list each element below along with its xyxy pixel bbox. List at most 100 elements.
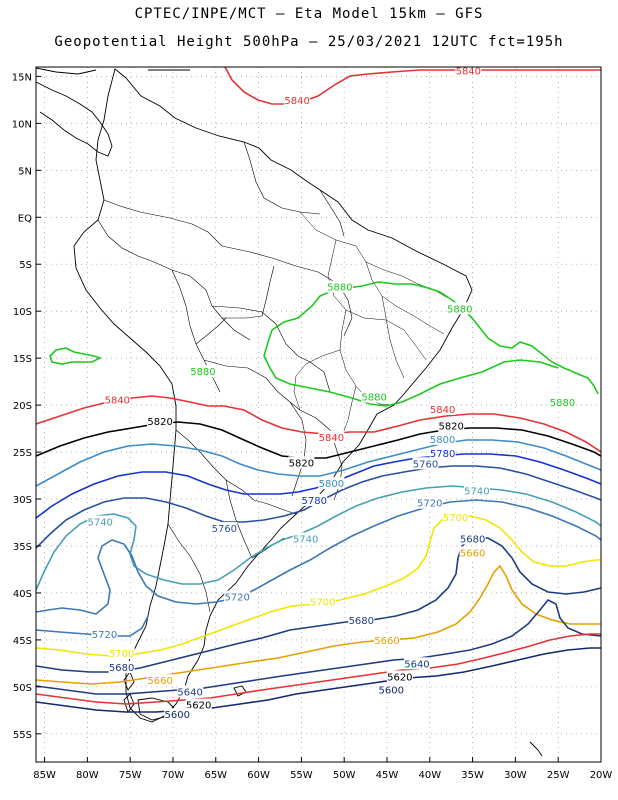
contour-label-text: 5880: [361, 393, 386, 404]
contour-label-5640: 5640: [177, 685, 204, 699]
contour-label-bg: [189, 365, 216, 378]
contour-label-5880: 5880: [446, 302, 473, 315]
contour-label-5740: 5740: [87, 515, 114, 529]
contour-label-5780: 5780: [429, 446, 456, 460]
contour-label-bg: [412, 457, 439, 470]
contour-label-5840: 5840: [318, 430, 345, 444]
contour-5700: [36, 515, 601, 657]
contour-label-text: 5620: [387, 672, 412, 683]
contour-label-5680: 5680: [348, 614, 375, 627]
lon-tick-label: 50W: [333, 770, 356, 781]
contour-label-5720: 5720: [91, 628, 118, 641]
map-title-line-1: CPTEC/INPE/MCT – Eta Model 15km – GFS: [134, 6, 484, 22]
islands-caribbean: [36, 67, 190, 75]
contour-label-bg: [224, 590, 251, 603]
lat-tick-label: 25S: [13, 448, 32, 459]
contour-label-bg: [373, 633, 400, 646]
lat-tick-label: 10N: [12, 119, 32, 130]
contour-label-bg: [318, 477, 345, 489]
contour-label-text: 5700: [443, 513, 468, 524]
contour-label-5760: 5760: [412, 457, 439, 470]
contour-5680: [36, 537, 601, 673]
contour-5880-blob: [49, 347, 103, 365]
contour-label-text: 5600: [165, 710, 190, 721]
contour-label-bg: [348, 614, 375, 627]
lon-tick-label: 35W: [461, 770, 484, 781]
contour-label-text: 5760: [413, 459, 438, 470]
contour-label-5820: 5820: [288, 456, 315, 469]
lat-tick-label: 15S: [13, 354, 32, 365]
contour-label-bg: [429, 432, 456, 445]
map-title-line-2: Geopotential Height 500hPa – 25/03/2021 …: [54, 34, 564, 50]
lon-tick-label: 65W: [204, 770, 227, 781]
lon-tick-label: 75W: [119, 770, 142, 781]
contour-5800: [36, 439, 601, 487]
contour-label-text: 5880: [190, 367, 215, 378]
contour-label-bg: [455, 64, 482, 77]
lat-tick-label: 55S: [13, 730, 32, 741]
lat-tick-label: 15N: [12, 72, 32, 83]
graticule: [36, 67, 602, 762]
contour-label-bg: [549, 396, 576, 409]
contour-label-text: 5880: [447, 304, 472, 315]
contour-label-text: 5720: [417, 499, 442, 510]
lon-tick-label: 85W: [33, 770, 56, 781]
contour-label-text: 5700: [310, 597, 335, 608]
contour-label-text: 5740: [464, 487, 489, 498]
contour-label-bg: [87, 515, 114, 528]
contour-label-text: 5780: [430, 449, 455, 460]
contour-5780: [36, 453, 601, 519]
contour-label-bg: [91, 628, 118, 641]
contour-5840-north: [224, 67, 601, 105]
contour-label-5780: 5780: [301, 493, 328, 507]
contour-label-text: 5620: [186, 701, 211, 712]
lon-tick-label: 30W: [504, 770, 527, 781]
contour-label-text: 5800: [430, 435, 455, 446]
contour-label-5880: 5880: [361, 390, 388, 404]
contour-label-5880: 5880: [189, 365, 216, 378]
contour-label-text: 5800: [319, 479, 344, 490]
contour-label-bg: [378, 683, 405, 696]
contour-label-bg: [284, 93, 311, 106]
contour-label-bg: [108, 661, 135, 674]
contour-label-text: 5640: [177, 688, 202, 699]
contour-label-text: 5820: [147, 417, 172, 428]
contour-5720: [36, 499, 601, 615]
lat-tick-label: 5N: [18, 166, 32, 177]
contour-label-bg: [429, 402, 456, 415]
contour-label-5660: 5660: [459, 546, 486, 560]
contour-label-text: 5660: [147, 676, 172, 687]
contour-5640: [36, 598, 601, 695]
contour-label-5700: 5700: [309, 595, 336, 608]
contour-label-5800: 5800: [318, 477, 345, 490]
contour-label-bg: [429, 446, 456, 459]
contour-5760: [36, 465, 601, 549]
contour-label-5600: 5600: [164, 708, 191, 721]
contour-label-text: 5880: [550, 398, 575, 409]
contour-5620: [36, 633, 601, 705]
lat-tick-label: 40S: [13, 589, 32, 600]
contour-label-bg: [463, 484, 490, 497]
contour-label-bg: [104, 393, 131, 406]
contour-label-text: 5680: [109, 663, 134, 674]
contour-label-bg: [386, 670, 413, 683]
contour-label-5660: 5660: [373, 633, 400, 647]
contour-label-5880: 5880: [326, 280, 353, 294]
contour-label-5840: 5840: [429, 402, 456, 416]
contour-label-text: 5660: [460, 549, 485, 560]
lon-tick-label: 45W: [376, 770, 399, 781]
contour-label-bg: [147, 674, 174, 687]
south-sandwich: [529, 741, 543, 757]
contour-label-text: 5680: [349, 616, 374, 627]
lat-tick-label: 50S: [13, 683, 32, 694]
contour-label-text: 5700: [109, 649, 134, 660]
country-borders: [97, 141, 353, 613]
contour-label-text: 5840: [430, 405, 455, 416]
contour-label-bg: [446, 302, 473, 315]
lat-tick-label: EQ: [18, 213, 32, 224]
contour-label-text: 5840: [456, 67, 481, 78]
contour-label-bg: [459, 546, 486, 559]
contour-label-bg: [301, 493, 328, 506]
contour-label-5760: 5760: [211, 522, 238, 535]
contour-label-text: 5880: [327, 283, 352, 294]
